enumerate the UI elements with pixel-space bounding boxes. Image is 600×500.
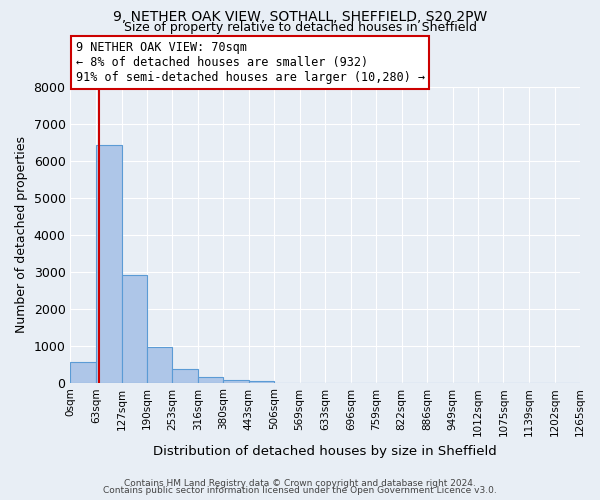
Bar [172,369,198,382]
Bar [96,145,122,382]
Text: Contains HM Land Registry data © Crown copyright and database right 2024.: Contains HM Land Registry data © Crown c… [124,478,476,488]
Text: 9, NETHER OAK VIEW, SOTHALL, SHEFFIELD, S20 2PW: 9, NETHER OAK VIEW, SOTHALL, SHEFFIELD, … [113,10,487,24]
Bar [122,274,147,382]
Bar [249,380,274,382]
Bar [223,380,249,382]
Text: Contains public sector information licensed under the Open Government Licence v3: Contains public sector information licen… [103,486,497,495]
Bar [70,362,96,382]
Text: Size of property relative to detached houses in Sheffield: Size of property relative to detached ho… [124,21,476,34]
Bar [198,376,223,382]
Text: 9 NETHER OAK VIEW: 70sqm
← 8% of detached houses are smaller (932)
91% of semi-d: 9 NETHER OAK VIEW: 70sqm ← 8% of detache… [76,41,425,84]
Bar [147,347,172,382]
Y-axis label: Number of detached properties: Number of detached properties [15,136,28,333]
X-axis label: Distribution of detached houses by size in Sheffield: Distribution of detached houses by size … [154,444,497,458]
